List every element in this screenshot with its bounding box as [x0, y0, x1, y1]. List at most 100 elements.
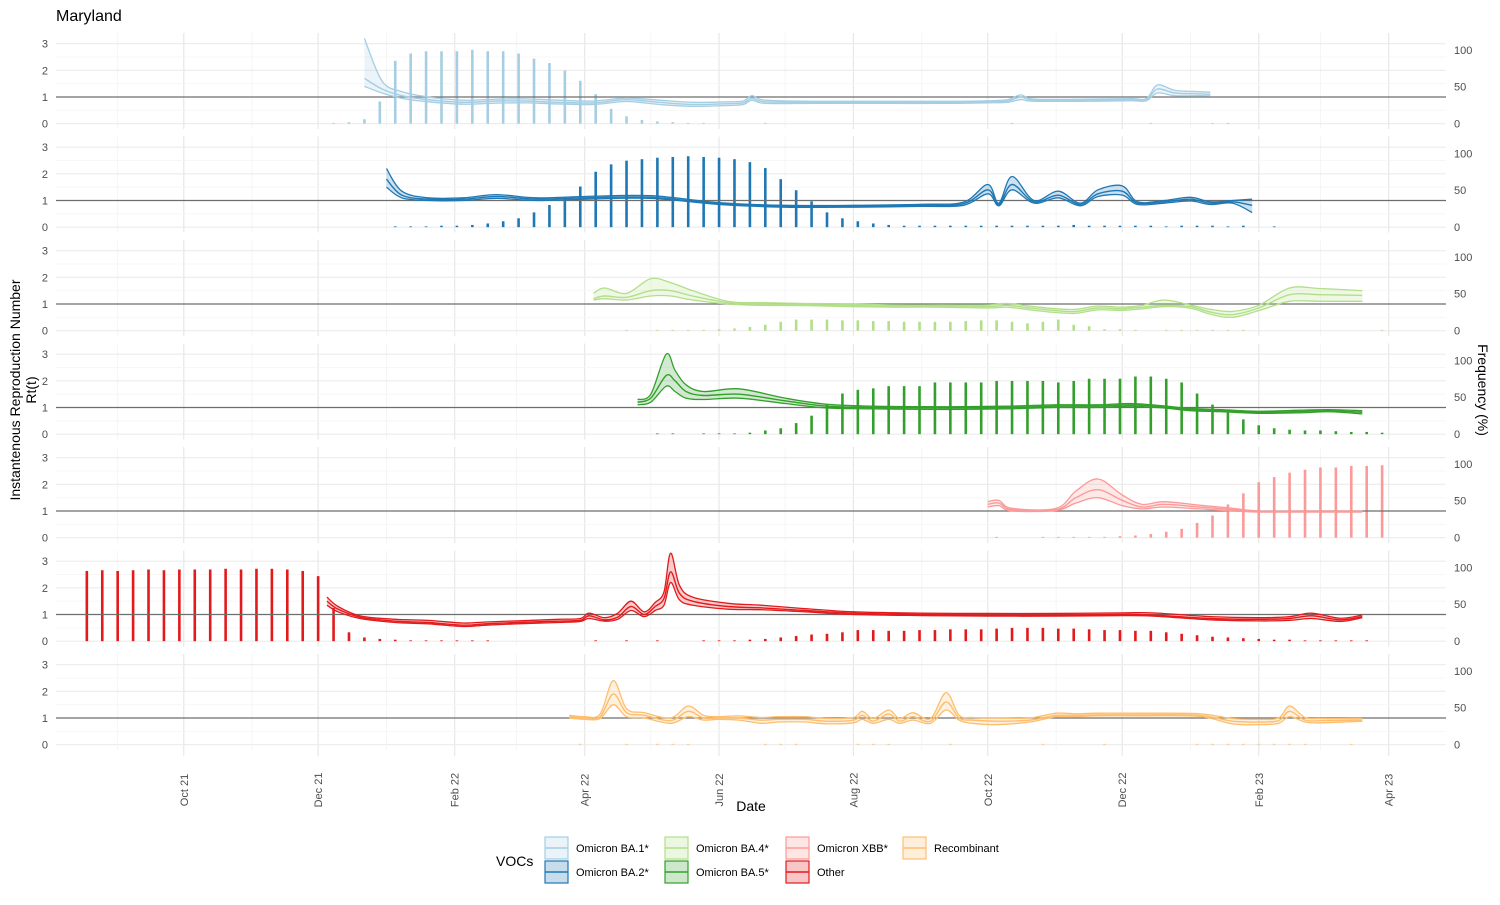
frequency-bar: [748, 639, 752, 642]
frequency-bar: [733, 640, 736, 642]
frequency-bar: [1103, 225, 1106, 228]
y-axis-title-line: Rt(t): [23, 376, 39, 403]
rt-tick-label: 1: [42, 713, 48, 725]
x-tick-label: Oct 22: [983, 774, 995, 806]
rt-upper-line: [593, 277, 1363, 313]
frequency-bar: [1195, 225, 1199, 228]
frequency-bar: [1334, 640, 1338, 642]
rt-tick-label: 2: [42, 169, 48, 181]
frequency-bar: [918, 225, 921, 228]
panel-3: 0 1 2 3 0 50 100: [42, 240, 1472, 338]
frequency-bar: [1118, 630, 1122, 642]
frequency-bar: [578, 743, 582, 745]
frequency-bar: [1303, 469, 1307, 538]
frequency-bar: [1242, 638, 1245, 642]
rt-mid-line: [364, 77, 1211, 106]
frequency-bar: [393, 60, 397, 124]
frequency-bar: [1180, 633, 1183, 642]
frequency-bar: [1226, 412, 1230, 435]
rt-lower-line: [569, 704, 1363, 726]
frequency-bar: [1211, 404, 1214, 435]
frequency-bar: [1118, 536, 1122, 538]
frequency-bar: [1134, 535, 1137, 538]
frequency-bar: [178, 569, 181, 642]
rt-upper-line: [637, 352, 1363, 412]
frequency-bar: [1026, 627, 1029, 642]
frequency-bar: [393, 639, 397, 642]
frequency-bar: [625, 640, 628, 642]
frequency-bar: [656, 743, 659, 745]
frequency-bar: [1349, 465, 1353, 538]
frequency-bar: [671, 122, 675, 124]
frequency-bar: [748, 326, 752, 331]
frequency-bar: [1319, 467, 1322, 538]
frequency-bar: [733, 433, 736, 435]
rt-tick-label: 2: [42, 65, 48, 77]
panel-4: 0 1 2 3 0 50 100: [42, 343, 1472, 441]
frequency-bar: [1257, 425, 1261, 435]
frequency-bar: [871, 321, 875, 331]
frequency-bar: [794, 423, 798, 435]
frequency-bar: [933, 630, 937, 642]
rt-tick-label: 1: [42, 299, 48, 311]
frequency-bar: [856, 389, 860, 435]
freq-tick-label: 50: [1454, 599, 1466, 611]
rt-tick-label: 3: [42, 556, 48, 568]
frequency-bar: [733, 328, 736, 331]
frequency-bar: [717, 157, 721, 228]
freq-tick-label: 100: [1454, 148, 1472, 160]
frequency-bar: [794, 743, 798, 745]
frequency-bar: [933, 225, 937, 228]
frequency-bar: [239, 569, 243, 642]
freq-tick-label: 100: [1454, 666, 1472, 678]
frequency-bar: [517, 218, 520, 228]
panel-grid: [56, 33, 1446, 129]
frequency-bar: [1164, 632, 1168, 642]
frequency-bar: [1041, 743, 1045, 745]
frequency-bar: [671, 329, 675, 331]
frequency-bar: [810, 319, 813, 331]
frequency-bar: [1288, 639, 1291, 642]
frequency-bar: [918, 630, 921, 642]
rt-mid-line: [569, 693, 1363, 723]
frequency-bar: [1272, 226, 1276, 228]
rt-mid-line: [385, 178, 1253, 208]
panel-1: 0 1 2 3 0 50 100: [42, 33, 1472, 131]
frequency-bar: [517, 53, 520, 124]
frequency-bar: [1303, 743, 1307, 745]
frequency-bar: [424, 51, 428, 124]
frequency-bars: [995, 465, 1384, 538]
frequency-bar: [1041, 536, 1045, 538]
frequency-bar: [825, 212, 829, 228]
frequency-bar: [1103, 329, 1106, 331]
frequency-bar: [440, 51, 443, 124]
freq-tick-label: 50: [1454, 82, 1466, 94]
frequency-bar: [1164, 531, 1168, 538]
frequency-bar: [1226, 226, 1230, 228]
frequency-bar: [779, 321, 783, 331]
frequency-bar: [640, 159, 644, 228]
frequency-bar: [532, 58, 536, 124]
frequency-bar: [1288, 429, 1291, 435]
frequency-bar: [794, 635, 798, 642]
y-axis-title-text: Instantenous Reproduction NumberRt(t): [7, 279, 39, 500]
frequency-bar: [625, 160, 628, 228]
rt-tick-label: 2: [42, 376, 48, 388]
frequency-bar: [964, 321, 968, 331]
chart-title: Maryland: [56, 8, 122, 25]
frequency-bar: [1211, 329, 1214, 331]
frequency-bar: [1149, 225, 1153, 228]
rt-upper-line: [363, 38, 1211, 104]
rt-lower-line: [326, 581, 1363, 628]
frequency-bar: [686, 122, 690, 124]
legend-item: Omicron BA.1*: [544, 836, 649, 860]
frequency-bar: [1257, 638, 1261, 642]
frequency-bar: [825, 319, 829, 331]
frequency-bar: [1242, 225, 1245, 228]
frequency-bar: [949, 225, 952, 228]
frequency-bar: [949, 629, 952, 642]
frequency-bar: [347, 122, 351, 124]
frequency-bar: [116, 570, 119, 642]
frequency-bar: [1056, 382, 1060, 435]
